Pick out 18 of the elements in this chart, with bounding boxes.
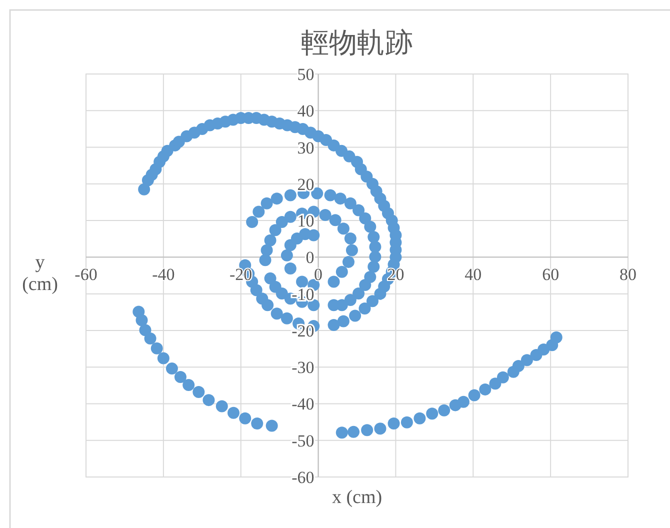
y-tick-label: 40 [297, 102, 314, 121]
x-tick-label: 60 [542, 265, 560, 284]
x-tick-label: 40 [464, 265, 482, 284]
y-tick-label: 10 [297, 212, 314, 231]
y-tick-label: 30 [297, 138, 314, 158]
y-tick-label: 0 [306, 248, 314, 268]
y-axis-title: y (cm) [22, 252, 58, 295]
y-tick-label: 20 [297, 174, 314, 194]
x-axis-title: x (cm) [332, 487, 382, 508]
y-tick-label: -50 [292, 431, 314, 450]
y-tick-label: -30 [292, 358, 314, 378]
y-tick-label: -40 [292, 394, 314, 414]
y-tick-label: 50 [297, 65, 314, 84]
x-tick-label: -60 [74, 265, 98, 284]
x-tick-label: -40 [152, 265, 175, 284]
y-tick-label: -60 [292, 468, 314, 487]
x-tick-label: 80 [620, 265, 636, 284]
chart-title: 輕物軌跡 [301, 26, 413, 59]
